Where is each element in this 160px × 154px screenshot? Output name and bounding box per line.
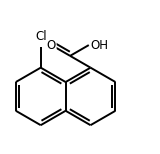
Text: Cl: Cl (35, 30, 47, 43)
Text: OH: OH (91, 39, 108, 52)
Text: O: O (47, 39, 56, 52)
